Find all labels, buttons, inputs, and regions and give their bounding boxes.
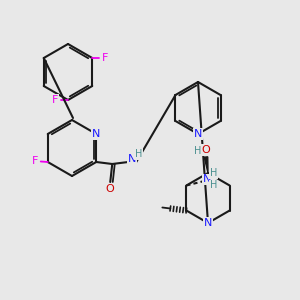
Text: H: H <box>135 149 142 159</box>
Text: H: H <box>210 169 217 178</box>
Text: N: N <box>128 154 136 164</box>
Text: F: F <box>32 156 38 166</box>
Text: F: F <box>52 95 58 105</box>
Text: N: N <box>204 218 212 228</box>
Text: N: N <box>203 175 212 184</box>
Text: O: O <box>106 184 115 194</box>
Text: H: H <box>194 146 202 156</box>
Polygon shape <box>204 157 208 173</box>
Text: H: H <box>210 181 217 190</box>
Text: N: N <box>194 129 202 139</box>
Text: N: N <box>92 129 100 139</box>
Text: O: O <box>202 145 210 155</box>
Text: F: F <box>102 53 108 63</box>
